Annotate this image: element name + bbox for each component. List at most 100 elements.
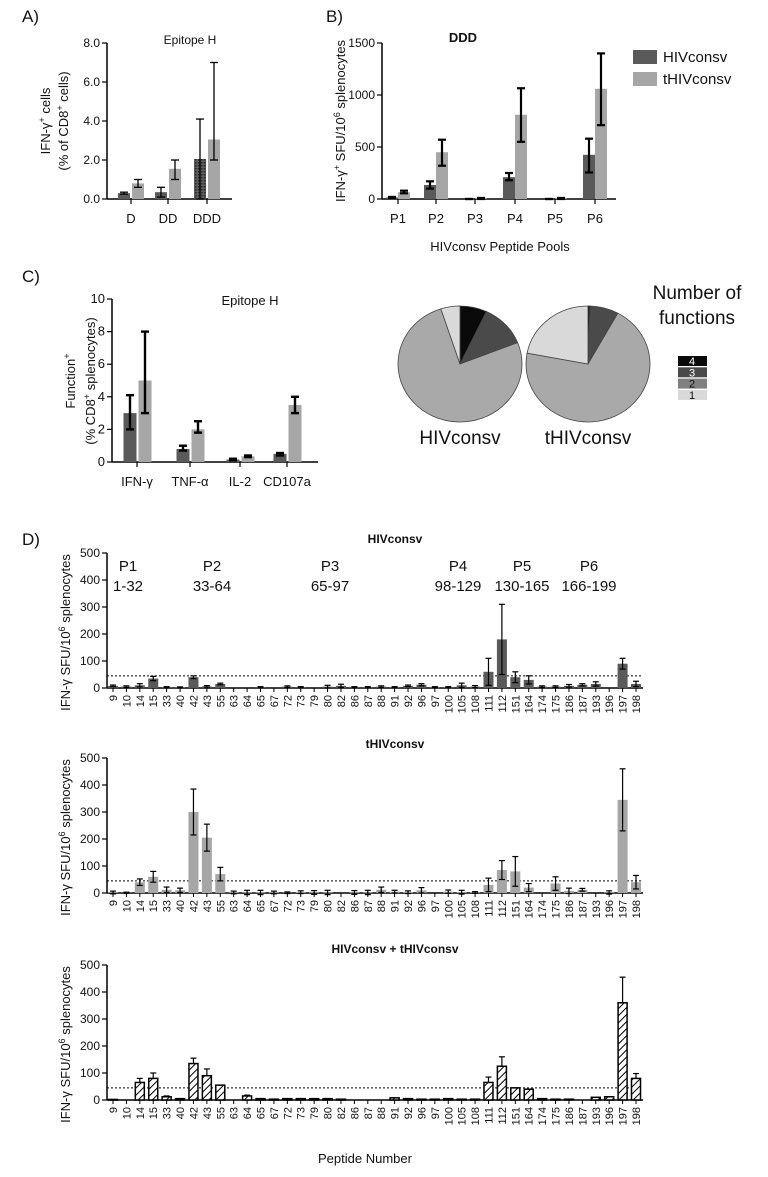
y-tick-label: 500 — [80, 546, 100, 560]
error-bar — [418, 886, 425, 894]
bar — [617, 663, 628, 688]
error-bar — [619, 768, 626, 832]
bar — [148, 876, 159, 893]
x-tick-label: 82 — [336, 1107, 348, 1119]
x-tick-label: 15 — [148, 900, 160, 912]
y-axis-label: IFN-γ SFU/106 splenocytes — [57, 759, 73, 916]
bar — [241, 456, 255, 462]
pie-slice-1 — [526, 305, 589, 365]
y-axis-label: Function+ — [62, 353, 78, 408]
error-bar — [123, 685, 130, 689]
pie-label: tHIVconsv — [545, 428, 632, 449]
y-tick-label: 100 — [80, 654, 100, 668]
x-tick-label: 186 — [564, 1107, 576, 1125]
y-tick-label: 500 — [80, 958, 100, 972]
x-tick-label: 67 — [269, 900, 281, 912]
y-tick-label: 0 — [93, 886, 100, 900]
x-tick-label: 55 — [215, 695, 227, 707]
legend-title: functions — [659, 308, 735, 329]
x-tick-label: 197 — [618, 695, 630, 713]
error-bar — [163, 1095, 170, 1097]
y-tick-label: 200 — [80, 1039, 100, 1053]
chart-title: HIVconsv + tHIVconsv — [331, 942, 458, 956]
x-tick-label: 64 — [242, 900, 254, 912]
error-bar — [229, 457, 237, 462]
x-tick-label: 73 — [296, 900, 308, 912]
error-bar — [477, 196, 485, 201]
x-tick-label: 73 — [296, 1107, 308, 1119]
legend-item: 3 — [678, 367, 707, 379]
pool-range: 33-64 — [193, 578, 231, 595]
y-axis-label-part: 6 — [332, 112, 342, 117]
x-tick-label: 96 — [416, 900, 428, 912]
x-tick-label: 79 — [309, 1107, 321, 1119]
error-bar — [633, 1072, 639, 1079]
x-tick-label: D — [126, 211, 135, 226]
y-axis-label-part: IFN-γ SFU/10 — [58, 1043, 73, 1122]
x-tick-label: 92 — [403, 695, 415, 707]
error-bar — [217, 866, 224, 882]
x-tick-label: 111 — [483, 900, 495, 917]
x-tick-label: 10 — [121, 900, 133, 912]
y-tick-label: 200 — [80, 832, 100, 846]
x-tick-label: 80 — [323, 695, 335, 707]
x-axis-label: HIVconsv Peptide Pools — [430, 239, 570, 254]
y-tick-label: 500 — [355, 140, 375, 154]
bar — [515, 114, 527, 199]
y-tick-label: 2.0 — [83, 153, 100, 167]
x-tick-label: CD107a — [263, 474, 311, 489]
x-tick-label: 175 — [551, 695, 563, 713]
y-tick-label: 300 — [80, 805, 100, 819]
x-tick-label: IFN-γ — [121, 474, 153, 489]
error-bar — [552, 685, 559, 689]
y-axis-label-part: 6 — [57, 831, 67, 836]
bar — [617, 799, 628, 893]
x-tick-label: 100 — [443, 695, 455, 713]
x-tick-label: 151 — [510, 695, 522, 713]
x-tick-label: 100 — [443, 1107, 455, 1125]
y-axis-label: IFN-γ SFU/106 splenocytes — [57, 966, 73, 1123]
x-tick-label: 111 — [483, 695, 495, 712]
y-axis-label-part: cells — [38, 87, 53, 117]
error-bar — [579, 887, 586, 892]
x-tick-label: 174 — [537, 900, 549, 918]
error-bar — [364, 889, 371, 896]
x-tick-label: 65 — [256, 900, 268, 912]
x-tick-label: 187 — [577, 695, 589, 713]
error-bar — [485, 657, 492, 686]
x-tick-label: 164 — [524, 1107, 536, 1125]
pie-label: HIVconsv — [419, 428, 501, 449]
error-bar — [458, 889, 465, 895]
error-bar — [552, 876, 559, 891]
x-tick-label: 175 — [551, 1107, 563, 1125]
y-axis-label-part: 6 — [57, 1038, 67, 1043]
pool-range: 98-129 — [435, 578, 482, 595]
error-bar — [565, 887, 572, 895]
error-bar — [196, 118, 204, 200]
pool-name: P2 — [203, 558, 221, 575]
error-bar — [405, 890, 412, 895]
error-bar — [203, 1068, 210, 1076]
y-axis-label-part: + — [37, 117, 47, 122]
chart-title: Epitope H — [221, 293, 278, 308]
legend-title: Number of — [653, 283, 742, 304]
bar — [208, 139, 220, 199]
bar — [563, 1098, 575, 1101]
bar — [308, 1097, 320, 1101]
x-tick-label: 193 — [591, 695, 603, 713]
x-tick-label: 91 — [390, 1107, 402, 1119]
error-bar — [163, 886, 170, 894]
bar — [436, 152, 448, 199]
x-tick-label: 105 — [457, 900, 469, 918]
x-tick-label: 111 — [483, 1107, 495, 1124]
x-tick-label: 88 — [376, 900, 388, 912]
error-bar — [418, 683, 425, 687]
error-bar — [179, 444, 187, 452]
error-bar — [565, 683, 572, 688]
error-bar — [525, 882, 532, 893]
error-bar — [110, 890, 116, 895]
bar — [288, 404, 302, 462]
